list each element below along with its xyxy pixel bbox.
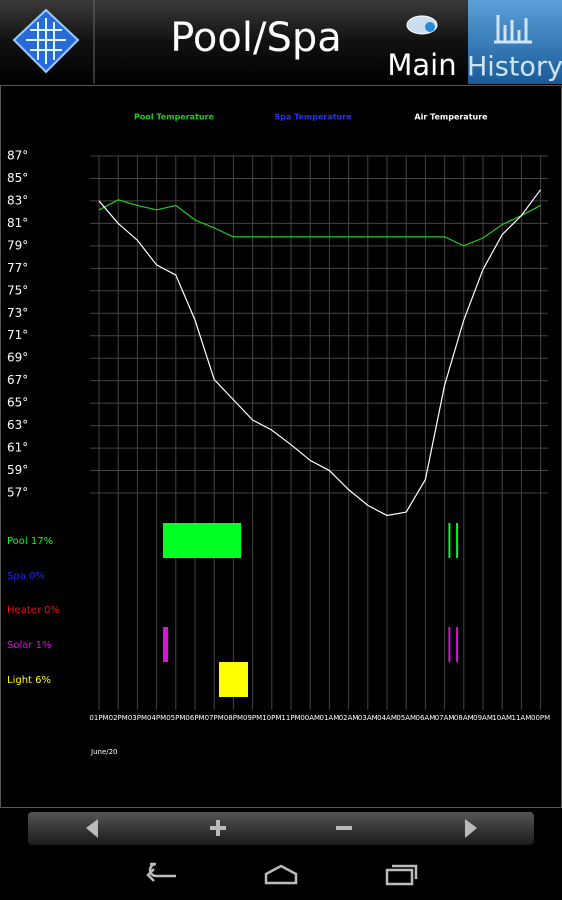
- y-tick-label: 79°: [7, 238, 28, 252]
- x-tick-label: 01PM: [89, 714, 108, 722]
- x-tick-label: 03AM: [358, 714, 378, 722]
- y-tick-label: 83°: [7, 193, 28, 207]
- y-tick-label: 67°: [7, 373, 28, 387]
- x-tick-label: 10AM: [492, 714, 512, 722]
- activity-label: Solar 1%: [7, 640, 52, 651]
- activity-bar: [162, 523, 242, 558]
- x-tick-label: 05PM: [166, 714, 185, 722]
- x-tick-label: 01AM: [320, 714, 340, 722]
- x-tick-label: 06PM: [185, 714, 204, 722]
- x-tick-label: 06AM: [416, 714, 436, 722]
- logo: [12, 8, 80, 74]
- activity-label: Heater 0%: [7, 605, 60, 616]
- next-button[interactable]: [465, 819, 477, 838]
- x-tick-label: 09AM: [473, 714, 493, 722]
- recents-button[interactable]: [385, 864, 418, 886]
- activity-bar: [448, 523, 451, 558]
- nav-bar: [146, 862, 418, 886]
- y-tick-label: 75°: [7, 283, 28, 297]
- x-tick-label: 04AM: [377, 714, 397, 722]
- y-tick-label: 69°: [7, 351, 28, 365]
- x-tick-label: 02AM: [339, 714, 359, 722]
- x-tick-label: 07AM: [435, 714, 455, 722]
- x-tick-label: 11AM: [512, 714, 532, 722]
- activity-label: Light 6%: [7, 675, 51, 686]
- x-tick-label: 00PM: [531, 714, 550, 722]
- app-title: Pool/Spa: [170, 15, 342, 61]
- x-tick-label: 07PM: [205, 714, 224, 722]
- back-button[interactable]: [146, 862, 176, 882]
- toolbar: [28, 812, 534, 845]
- y-tick-label: 63°: [7, 418, 28, 432]
- zoom-in-button[interactable]: [210, 820, 226, 836]
- x-tick-label: 03PM: [128, 714, 147, 722]
- activity-label: Spa 0%: [7, 571, 45, 582]
- activity-bar: [456, 523, 459, 558]
- date-label: June/20: [90, 748, 118, 756]
- x-tick-label: 04PM: [147, 714, 166, 722]
- activity-label: Pool 17%: [7, 536, 53, 547]
- y-tick-label: 73°: [7, 306, 28, 320]
- x-tick-label: 02PM: [109, 714, 128, 722]
- activity-bar: [219, 662, 248, 697]
- x-tick-label: 11PM: [281, 714, 300, 722]
- tab-label: Main: [387, 48, 456, 82]
- y-tick-label: 85°: [7, 171, 28, 185]
- series-line: [98, 189, 542, 517]
- y-tick-label: 87°: [7, 149, 28, 163]
- y-tick-label: 81°: [7, 216, 28, 230]
- x-tick-label: 08AM: [454, 714, 474, 722]
- x-tick-label: 10PM: [262, 714, 281, 722]
- y-tick-label: 77°: [7, 261, 28, 275]
- history-tab[interactable]: History: [467, 0, 562, 84]
- x-tick-label: 05AM: [396, 714, 416, 722]
- prev-button[interactable]: [86, 819, 98, 838]
- activity-bar: [162, 627, 169, 662]
- y-tick-label: 65°: [7, 396, 28, 410]
- tab-label: History: [467, 52, 562, 83]
- legend-entry: Spa Temperature: [274, 113, 352, 122]
- main-tab[interactable]: Main: [387, 15, 457, 82]
- x-tick-label: 08PM: [224, 714, 243, 722]
- activity-bar: [448, 627, 451, 662]
- y-tick-label: 57°: [7, 486, 28, 500]
- y-tick-label: 71°: [7, 328, 28, 342]
- series-line: [98, 199, 541, 247]
- activity-bar: [456, 627, 459, 662]
- y-tick-label: 61°: [7, 441, 28, 455]
- chart-panel: [0, 85, 562, 808]
- x-tick-label: 09PM: [243, 714, 262, 722]
- legend-entry: Air Temperature: [414, 113, 488, 122]
- legend-entry: Pool Temperature: [134, 113, 215, 122]
- x-tick-label: 00AM: [300, 714, 320, 722]
- y-tick-label: 59°: [7, 463, 28, 477]
- home-button[interactable]: [264, 864, 298, 885]
- plot: 87° 85° 83° 81° 79° 77° 75° 73° 71° 69° 67° 65° 63° 6…: [7, 113, 550, 757]
